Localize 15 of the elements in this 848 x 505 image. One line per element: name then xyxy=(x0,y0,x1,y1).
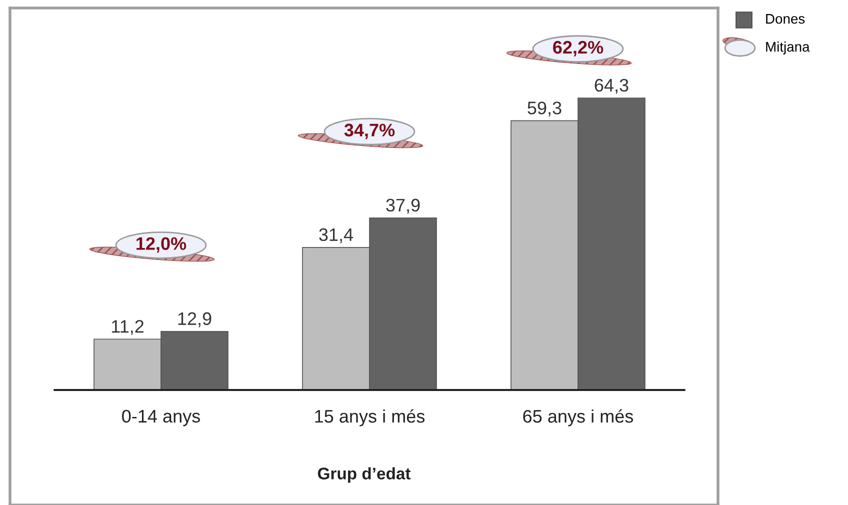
data-label: 31,4 xyxy=(319,228,354,244)
data-label: 64,3 xyxy=(594,78,628,94)
text: Mitjana xyxy=(766,42,810,54)
annotation: 34,7% xyxy=(344,124,395,140)
x-axis-title: Grup d’edat xyxy=(318,467,411,483)
text: 62,2% xyxy=(553,40,604,56)
data-label: 12,9 xyxy=(178,312,212,328)
x-tick-label: 15 anys i més xyxy=(315,409,425,426)
x-tick-label: 0-14 anys xyxy=(122,410,200,426)
data-label: 59,3 xyxy=(528,102,562,116)
data-label: 37,9 xyxy=(386,198,420,214)
x-tick-label: 65 anys i més xyxy=(523,409,634,426)
data-label: 11,2 xyxy=(112,320,144,335)
annotation: 12,0% xyxy=(136,237,186,253)
legend-label: Dones xyxy=(766,14,805,24)
